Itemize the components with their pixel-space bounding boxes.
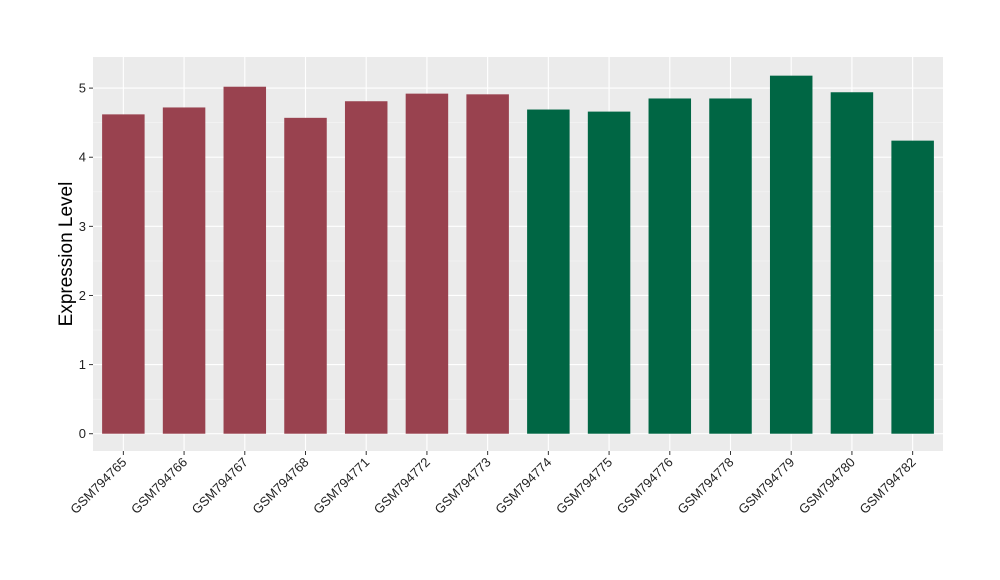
x-tick-label: GSM794773 xyxy=(432,455,494,517)
bar-gsm794766 xyxy=(162,107,206,434)
x-tick-label: GSM794782 xyxy=(857,455,919,517)
bar-gsm794776 xyxy=(648,98,692,434)
x-tick-label: GSM794772 xyxy=(371,455,433,517)
x-tick-label: GSM794778 xyxy=(674,455,736,517)
plot-panel xyxy=(93,57,943,451)
y-tick-label: 0 xyxy=(79,426,86,441)
y-tick-label: 5 xyxy=(79,81,86,96)
bar-gsm794772 xyxy=(405,93,449,434)
bar-gsm794771 xyxy=(344,101,388,434)
x-tick-label: GSM794771 xyxy=(310,455,372,517)
y-axis-title: Expression Level xyxy=(56,182,77,327)
y-axis: 0 1 2 3 4 5 xyxy=(79,81,93,441)
x-axis: GSM794765GSM794766GSM794767GSM794768GSM7… xyxy=(67,451,919,517)
x-tick-label: GSM794765 xyxy=(67,455,129,517)
bar-gsm794782 xyxy=(891,140,934,434)
y-tick-label: 3 xyxy=(79,219,86,234)
x-tick-label: GSM794766 xyxy=(128,455,190,517)
x-tick-label: GSM794779 xyxy=(735,455,797,517)
bar-gsm794778 xyxy=(709,98,752,434)
bar-gsm794768 xyxy=(284,117,327,434)
x-tick-label: GSM794767 xyxy=(189,455,251,517)
bar-gsm794780 xyxy=(830,92,874,434)
x-tick-label: GSM794780 xyxy=(796,455,858,517)
y-tick-label: 4 xyxy=(79,150,86,165)
bar-gsm794767 xyxy=(223,86,267,434)
bar-gsm794775 xyxy=(587,111,631,434)
y-tick-label: 1 xyxy=(79,357,86,372)
bar-gsm794765 xyxy=(102,114,145,434)
x-tick-label: GSM794775 xyxy=(553,455,615,517)
x-tick-label: GSM794776 xyxy=(614,455,676,517)
y-tick-label: 2 xyxy=(79,288,86,303)
x-tick-label: GSM794774 xyxy=(492,455,554,517)
bars-group xyxy=(102,75,934,434)
bar-gsm794774 xyxy=(527,109,570,434)
bar-gsm794773 xyxy=(466,94,509,434)
x-tick-label: GSM794768 xyxy=(249,455,311,517)
bar-gsm794779 xyxy=(769,75,813,434)
